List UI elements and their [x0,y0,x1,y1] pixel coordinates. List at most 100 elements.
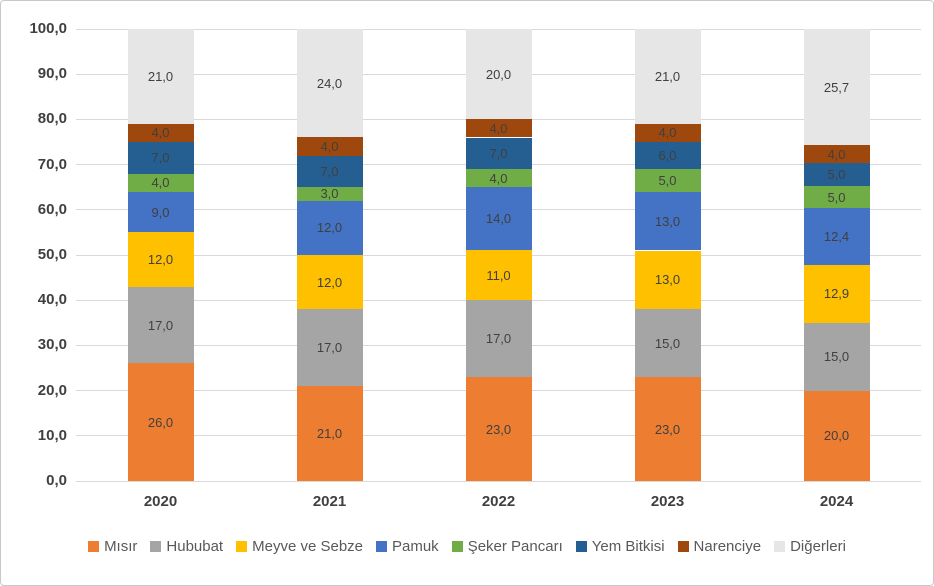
legend-label: Meyve ve Sebze [252,538,363,555]
y-axis-tick-label: 10,0 [37,426,67,444]
bar-segment: 20,0 [803,390,870,481]
legend-label: Şeker Pancarı [467,538,563,555]
legend: Mısır Hububat Meyve ve Sebze Pamuk Şeker Pan… [1,538,933,555]
x-axis-tick-label: 2021 [312,493,347,510]
y-axis-tick-label: 0,0 [46,472,67,489]
bar-segment: 7,0 [296,155,363,188]
bars-row: 26,0 17,0 12,0 9,0 4,0 7,0 4,0 21,0 21,0 17,0 12,0… [76,29,921,481]
legend-swatch-icon [451,541,463,552]
bar-segment: 12,0 [296,200,363,255]
data-label: 15,0 [823,349,850,365]
bar-segment: 4,0 [634,123,701,142]
y-axis-tick-label: 30,0 [37,336,67,354]
bar-segment: 17,0 [127,286,194,364]
legend-label: Hububat [166,538,224,555]
legend-label: Pamuk [392,538,439,555]
bar-segment: 25,7 [803,29,870,146]
data-label: 4,0 [489,170,508,186]
bar-slot-2024: 20,0 15,0 12,9 12,4 5,0 5,0 4,0 25,7 [752,29,921,481]
data-label: 6,0 [658,148,677,164]
data-label: 15,0 [654,335,681,351]
y-axis-tick-label: 50,0 [37,246,67,263]
data-label: 21,0 [147,68,174,84]
bar-segment: 26,0 [127,363,194,481]
stacked-bar-2023: 23,0 15,0 13,0 13,0 5,0 6,0 4,0 21,0 [634,29,701,481]
data-label: 13,0 [654,272,681,288]
y-axis-tick-label: 90,0 [37,65,67,83]
bar-segment: 12,0 [296,255,363,310]
bar-segment: 11,0 [465,250,532,301]
stacked-bar-2024: 20,0 15,0 12,9 12,4 5,0 5,0 4,0 25,7 [803,29,870,481]
y-axis-tick-label: 100,0 [29,20,67,37]
stacked-bar-2020: 26,0 17,0 12,0 9,0 4,0 7,0 4,0 21,0 [127,29,194,481]
plot-area: 0,0 10,0 20,0 30,0 40,0 50,0 60,0 70,0 80,0 90,0 1… [29,20,921,489]
legend-item: Pamuk [376,538,439,555]
data-label: 4,0 [320,139,339,155]
bar-slot-2020: 26,0 17,0 12,0 9,0 4,0 7,0 4,0 21,0 [76,29,245,481]
data-label: 5,0 [658,172,677,188]
data-label: 4,0 [151,125,170,141]
data-label: 5,0 [827,189,846,205]
legend-swatch-icon [376,541,387,552]
x-axis-tick-label: 2023 [650,493,685,510]
bar-segment: 23,0 [465,377,532,481]
bar-segment: 20,0 [465,29,532,120]
legend-label: Narenciye [693,538,762,555]
legend-label: Mısır [104,538,138,555]
x-axis-tick-label: 2024 [819,493,854,510]
bar-segment: 3,0 [296,186,363,202]
bar-segment: 14,0 [465,187,532,251]
bar-segment: 12,9 [803,264,870,323]
legend-label: Yem Bitkisi [591,538,665,555]
bar-segment: 4,0 [465,169,532,188]
legend-item: Hububat [150,538,223,555]
bar-segment: 4,0 [127,123,194,142]
bar-segment: 12,4 [803,208,870,265]
bar-segment: 23,0 [634,377,701,481]
x-axis: 2020 2021 2022 2023 2024 [76,493,921,510]
legend-item: Diğerleri [774,538,846,555]
data-label: 25,7 [823,79,850,95]
gridline [76,28,921,30]
bar-segment: 21,0 [296,386,363,481]
bar-segment: 4,0 [127,173,194,192]
gridline [76,480,921,482]
legend-item: Şeker Pancarı [451,538,563,555]
bar-slot-2022: 23,0 17,0 11,0 14,0 4,0 7,0 4,0 20,0 [414,29,583,481]
data-label: 5,0 [827,167,846,183]
data-label: 4,0 [658,125,677,141]
bar-segment: 6,0 [634,142,701,170]
bar-segment: 5,0 [803,163,870,186]
bar-segment: 13,0 [634,250,701,310]
y-axis-tick-label: 80,0 [37,110,67,128]
data-label: 3,0 [320,186,339,202]
bar-segment: 13,0 [634,191,701,251]
bar-segment: 17,0 [465,300,532,378]
x-axis-tick-label: 2022 [481,493,516,510]
legend-item: Narenciye [677,538,762,555]
data-label: 21,0 [316,426,343,442]
data-label: 12,9 [823,286,850,302]
data-label: 20,0 [823,428,850,444]
stacked-bar-2022: 23,0 17,0 11,0 14,0 4,0 7,0 4,0 20,0 [465,29,532,481]
data-label: 17,0 [147,317,174,333]
legend-label: Diğerleri [790,538,846,555]
data-label: 4,0 [827,146,846,162]
data-label: 13,0 [654,213,681,229]
bar-segment: 12,0 [127,232,194,287]
data-label: 23,0 [654,421,681,437]
data-label: 21,0 [654,68,681,84]
data-label: 14,0 [485,211,512,227]
data-label: 20,0 [485,66,512,82]
bar-segment: 15,0 [803,322,870,391]
data-label: 24,0 [316,75,343,91]
bar-segment: 5,0 [803,185,870,209]
data-label: 7,0 [151,150,170,166]
legend-item: Yem Bitkisi [575,538,665,555]
data-label: 4,0 [151,175,170,191]
data-label: 17,0 [316,340,343,356]
data-label: 4,0 [489,120,508,136]
bar-segment: 4,0 [803,145,870,164]
legend-swatch-icon [150,541,162,552]
